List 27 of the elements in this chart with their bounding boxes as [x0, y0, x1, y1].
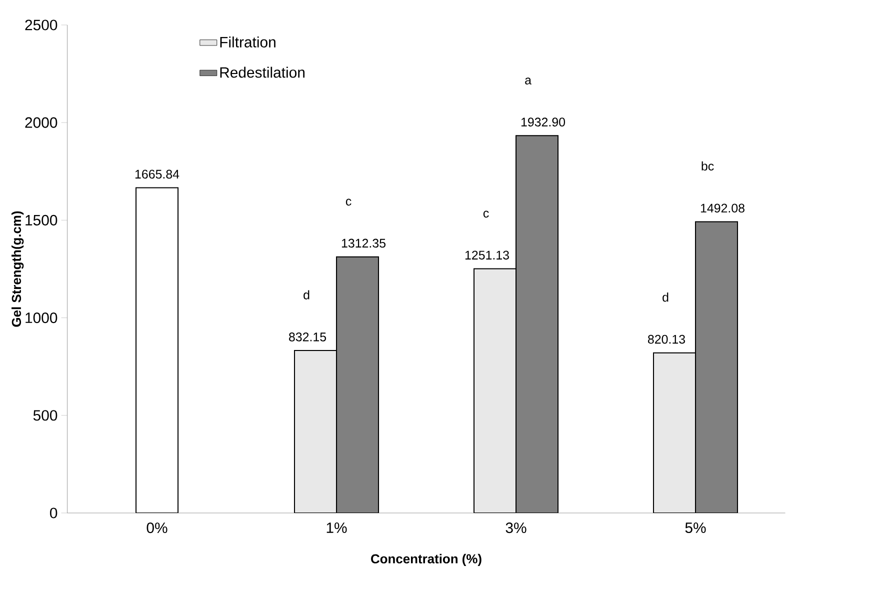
data-label: 1492.08: [700, 204, 744, 213]
y-tick-label: 2000: [25, 117, 58, 128]
annotation: c: [483, 210, 489, 218]
y-tick-label: 1500: [26, 214, 58, 226]
y-axis-title: Gel Strength(g.cm): [12, 211, 24, 327]
annotation: bc: [702, 161, 714, 171]
data-label: 1312.35: [342, 238, 386, 248]
annotation: d: [662, 292, 668, 302]
data-label: 1251.13: [465, 250, 509, 260]
legend-label: Filtration: [220, 36, 276, 48]
data-label: 1932.90: [521, 118, 566, 126]
data-label: 820.13: [648, 334, 685, 344]
x-tick-label: 0%: [146, 522, 168, 534]
legend-label: Redestilation: [220, 66, 304, 78]
y-tick-label: 500: [33, 410, 58, 421]
y-tick-label: 2500: [25, 20, 58, 30]
data-label: 832.15: [289, 332, 326, 342]
x-tick-label: 3%: [506, 522, 526, 534]
y-tick-label: 1000: [26, 312, 58, 324]
annotation: a: [525, 78, 532, 84]
annotation: c: [346, 198, 352, 206]
data-label: 1665.84: [135, 170, 180, 179]
x-tick-label: 1%: [326, 522, 347, 533]
x-axis-title: Concentration (%): [371, 554, 482, 566]
y-tick-label: 0: [50, 508, 58, 518]
x-tick-label: 5%: [685, 522, 706, 534]
annotation: d: [304, 290, 310, 300]
